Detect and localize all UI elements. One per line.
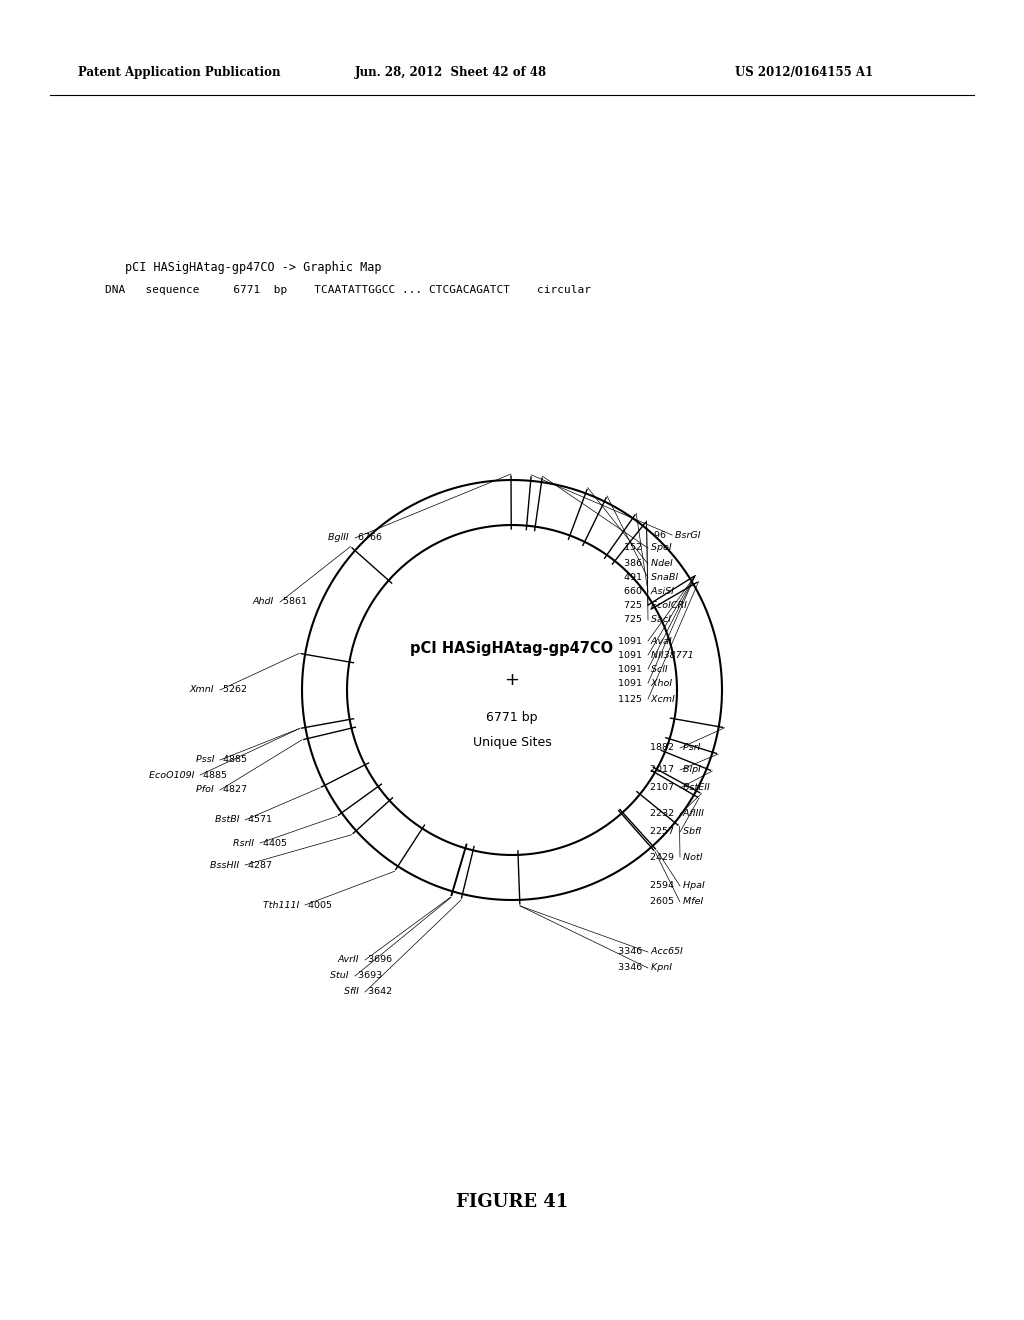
- Text: 5262: 5262: [220, 685, 247, 694]
- Text: 6766: 6766: [355, 533, 382, 543]
- Text: AhdI: AhdI: [253, 598, 280, 606]
- Text: 2594: 2594: [650, 882, 680, 891]
- Text: 491: 491: [624, 573, 648, 582]
- Text: XhoI: XhoI: [648, 678, 672, 688]
- Text: Jun. 28, 2012  Sheet 42 of 48: Jun. 28, 2012 Sheet 42 of 48: [355, 66, 547, 78]
- Text: StuI: StuI: [331, 972, 355, 981]
- Text: 4005: 4005: [305, 900, 332, 909]
- Text: EcoO109I: EcoO109I: [148, 771, 200, 780]
- Text: 3693: 3693: [355, 972, 382, 981]
- Text: 1091: 1091: [618, 664, 648, 673]
- Text: 386: 386: [624, 560, 648, 569]
- Text: 725: 725: [624, 602, 648, 610]
- Text: Unique Sites: Unique Sites: [473, 735, 551, 748]
- Text: 725: 725: [624, 615, 648, 624]
- Text: Patent Application Publication: Patent Application Publication: [78, 66, 281, 78]
- Text: BstEII: BstEII: [680, 784, 710, 792]
- Text: AfIIII: AfIIII: [680, 809, 703, 818]
- Text: AsiSI: AsiSI: [648, 587, 674, 597]
- Text: 96: 96: [654, 531, 672, 540]
- Text: AvaI: AvaI: [648, 636, 672, 645]
- Text: RsrII: RsrII: [233, 838, 260, 847]
- Text: PssI: PssI: [196, 755, 220, 764]
- Text: SnaBl: SnaBl: [648, 573, 678, 582]
- Text: 4405: 4405: [260, 838, 287, 847]
- Text: 4827: 4827: [220, 785, 247, 795]
- Text: 4885: 4885: [220, 755, 247, 764]
- Text: Acc65I: Acc65I: [648, 948, 683, 957]
- Text: pCI HASigHAtag-gp47CO -> Graphic Map: pCI HASigHAtag-gp47CO -> Graphic Map: [125, 261, 382, 275]
- Text: AvrII: AvrII: [338, 956, 365, 965]
- Text: SfII: SfII: [344, 987, 365, 997]
- Text: EcoICRI: EcoICRI: [648, 602, 687, 610]
- Text: 1882: 1882: [650, 743, 680, 752]
- Text: 2257: 2257: [650, 828, 680, 837]
- Text: 2232: 2232: [650, 809, 680, 818]
- Text: pCI HASigHAtag-gp47CO: pCI HASigHAtag-gp47CO: [411, 640, 613, 656]
- Text: 3642: 3642: [365, 987, 392, 997]
- Text: PsrI: PsrI: [680, 743, 700, 752]
- Text: 4885: 4885: [200, 771, 227, 780]
- Text: 1125: 1125: [618, 694, 648, 704]
- Text: NdeI: NdeI: [648, 560, 673, 569]
- Text: BglII: BglII: [329, 533, 355, 543]
- Text: US 2012/0164155 A1: US 2012/0164155 A1: [735, 66, 873, 78]
- Text: 660: 660: [624, 587, 648, 597]
- Text: 2017: 2017: [650, 766, 680, 775]
- Text: DNA   sequence     6771  bp    TCAATATTGGCC ... CTCGACAGATCT    circular: DNA sequence 6771 bp TCAATATTGGCC ... CT…: [105, 285, 591, 294]
- Text: 2429: 2429: [650, 853, 680, 862]
- Text: SpeI: SpeI: [648, 544, 672, 553]
- Text: NotI: NotI: [680, 853, 702, 862]
- Text: 6771 bp: 6771 bp: [486, 711, 538, 725]
- Text: 2605: 2605: [650, 898, 680, 907]
- Text: BlpI: BlpI: [680, 766, 700, 775]
- Text: BssHII: BssHII: [210, 861, 245, 870]
- Text: NII38771: NII38771: [648, 651, 693, 660]
- Text: SacI: SacI: [648, 615, 671, 624]
- Text: FIGURE 41: FIGURE 41: [456, 1193, 568, 1210]
- Text: 5861: 5861: [280, 598, 307, 606]
- Text: HpaI: HpaI: [680, 882, 705, 891]
- Text: +: +: [505, 671, 519, 689]
- Text: XmnI: XmnI: [189, 685, 220, 694]
- Text: 3346: 3346: [617, 948, 648, 957]
- Text: 3346: 3346: [617, 964, 648, 973]
- Text: MfeI: MfeI: [680, 898, 703, 907]
- Text: BstBI: BstBI: [214, 816, 245, 825]
- Text: Tth111I: Tth111I: [263, 900, 305, 909]
- Text: 1091: 1091: [618, 651, 648, 660]
- Text: KpnI: KpnI: [648, 964, 672, 973]
- Text: SbfI: SbfI: [680, 828, 701, 837]
- Text: XcmI: XcmI: [648, 694, 675, 704]
- Text: 4571: 4571: [245, 816, 272, 825]
- Text: 152: 152: [624, 544, 648, 553]
- Text: SclI: SclI: [648, 664, 668, 673]
- Text: PfoI: PfoI: [197, 785, 220, 795]
- Text: BsrGI: BsrGI: [672, 531, 700, 540]
- Text: 2107: 2107: [650, 784, 680, 792]
- Text: 4287: 4287: [245, 861, 272, 870]
- Text: 1091: 1091: [618, 636, 648, 645]
- Text: 3696: 3696: [365, 956, 392, 965]
- Text: 1091: 1091: [618, 678, 648, 688]
